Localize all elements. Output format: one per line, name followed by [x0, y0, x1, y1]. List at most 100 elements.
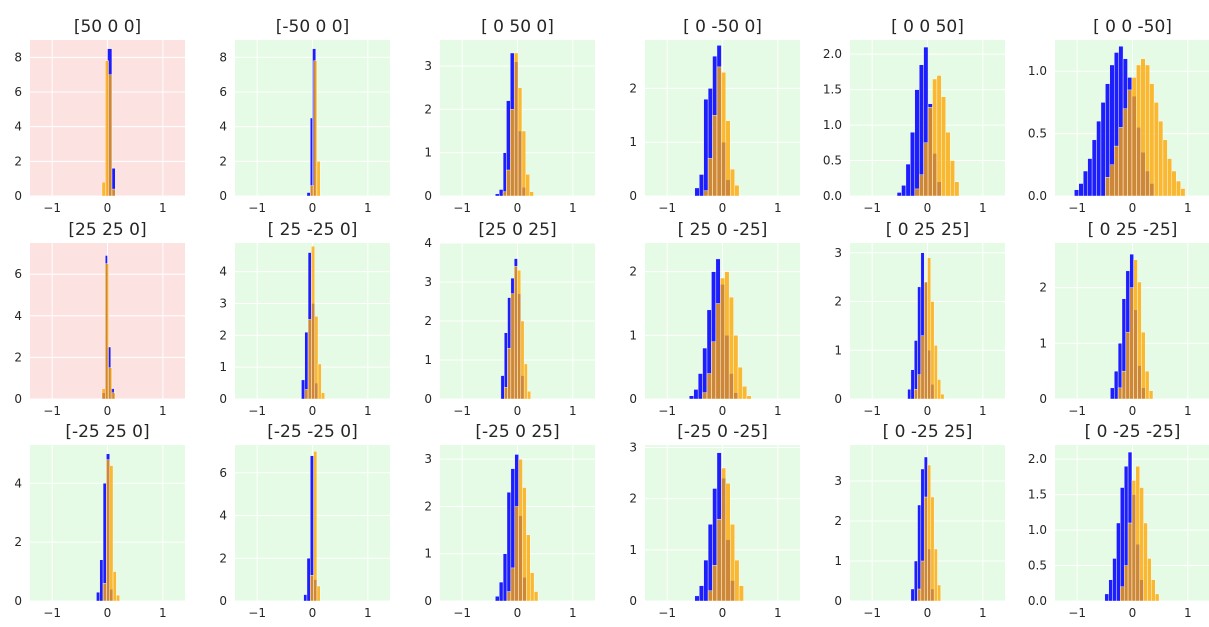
histogram-bar	[105, 60, 109, 197]
y-tick-label: 4	[14, 476, 22, 490]
x-tick-label: 1	[569, 404, 577, 418]
y-tick-label: 0	[219, 594, 227, 608]
histogram-bar	[914, 89, 920, 197]
histogram-bar	[910, 131, 915, 197]
x-tick-label: 1	[364, 404, 372, 418]
histogram-bar	[1139, 487, 1144, 602]
y-tick-label: 1.5	[823, 83, 842, 97]
histogram-bar	[927, 107, 933, 197]
x-tick-label: −1	[1068, 404, 1086, 418]
histogram-bar	[917, 588, 922, 602]
y-tick-label: 1	[424, 353, 432, 367]
histogram-bar	[940, 393, 945, 400]
histogram-bar	[1127, 522, 1133, 602]
y-tick-label: 8	[14, 50, 22, 64]
x-tick-label: 1	[364, 201, 372, 215]
histogram-bar	[920, 560, 925, 602]
histogram-bar	[514, 506, 519, 602]
histogram-bar	[1145, 370, 1150, 400]
y-tick-label: 4	[14, 309, 22, 323]
histogram-bar	[1078, 183, 1084, 197]
histogram-bar	[513, 52, 519, 197]
subplot-5: [ 0 0 50] −1 0 1 0.0 0.5 1.0 1.5 2.0	[823, 17, 1005, 215]
histogram-bar	[697, 373, 703, 400]
x-tick-label: 1	[1184, 404, 1192, 418]
series-second	[1117, 259, 1154, 400]
y-tick-label: 0	[219, 392, 227, 406]
histogram-bar	[730, 168, 735, 197]
x-tick-label: 1	[159, 606, 167, 620]
histogram-bar	[720, 277, 725, 400]
histogram-bar	[1112, 558, 1117, 602]
histogram-bar	[707, 590, 713, 602]
subplot-title: [25 0 25]	[478, 220, 556, 240]
y-tick-label: 3	[219, 296, 227, 310]
histogram-bar	[905, 163, 911, 197]
x-tick-label: −1	[658, 201, 676, 215]
histogram-bar	[506, 169, 511, 197]
histogram-bar	[1110, 387, 1115, 400]
series-second	[101, 60, 116, 197]
histogram-bar	[518, 458, 523, 602]
histogram-bar	[1109, 164, 1115, 197]
x-tick-label: 1	[1184, 606, 1192, 620]
series-second	[101, 263, 116, 400]
histogram-bar	[1091, 139, 1097, 197]
x-tick-label: −1	[863, 404, 881, 418]
histogram-bar	[933, 548, 938, 602]
histogram-bar	[725, 120, 731, 197]
histogram-bar	[746, 395, 752, 400]
y-tick-label: 1	[834, 343, 842, 357]
histogram-bar	[1133, 259, 1138, 400]
histogram-bar	[506, 591, 512, 602]
x-tick-label: −1	[1068, 201, 1086, 215]
histogram-bar	[314, 316, 319, 400]
histogram-bar	[510, 567, 515, 602]
y-tick-label: 1	[629, 543, 637, 557]
histogram-bar	[930, 496, 935, 602]
histogram-bar	[526, 534, 531, 602]
histogram-bar	[520, 320, 525, 400]
subplot-title: [-50 0 0]	[276, 17, 349, 37]
histogram-bar	[724, 271, 730, 400]
subplot-14: [-25 -25 0] −1 0 1 0 2 4 6	[219, 422, 390, 620]
y-tick-label: 2	[14, 350, 22, 364]
x-tick-label: −1	[863, 606, 881, 620]
histogram-bar	[1167, 158, 1173, 197]
histogram-bar	[917, 504, 922, 602]
histogram-bar	[1141, 331, 1146, 400]
histogram-bar	[513, 266, 518, 400]
histogram-bar	[506, 492, 512, 602]
y-tick-label: 2.0	[823, 47, 842, 61]
histogram-bar	[1117, 387, 1123, 400]
subplot-title: [ 0 -25 25]	[883, 422, 973, 442]
histogram-bar	[1118, 127, 1124, 197]
subplot-title: [-25 -25 0]	[267, 422, 357, 442]
y-tick-label: 0	[424, 189, 432, 203]
subplot-title: [-25 0 25]	[475, 422, 559, 442]
histogram-bar	[530, 572, 535, 602]
histogram-bar	[728, 296, 734, 400]
histogram-bar	[941, 96, 946, 197]
histogram-bar	[1129, 287, 1134, 400]
histogram-bar	[923, 496, 928, 602]
histogram-bar	[304, 331, 309, 400]
histogram-bar	[306, 558, 311, 602]
y-tick-label: 2	[629, 492, 637, 506]
y-tick-label: 2	[424, 499, 432, 513]
y-tick-label: 0.5	[1028, 127, 1047, 141]
y-tick-label: 0	[14, 189, 22, 203]
histogram-bar	[920, 335, 925, 400]
y-tick-label: 2	[424, 314, 432, 328]
histogram-bar	[1148, 390, 1154, 400]
histogram-bar	[525, 174, 530, 197]
x-tick-label: −1	[248, 404, 266, 418]
x-tick-label: 0	[924, 404, 932, 418]
x-tick-label: 1	[979, 404, 987, 418]
histogram-bar	[108, 74, 113, 197]
histogram-bar	[694, 595, 700, 602]
histogram-bar	[1100, 102, 1106, 197]
y-tick-label: 2	[219, 328, 227, 342]
x-tick-label: 1	[1184, 201, 1192, 215]
histogram-bar	[304, 389, 309, 400]
